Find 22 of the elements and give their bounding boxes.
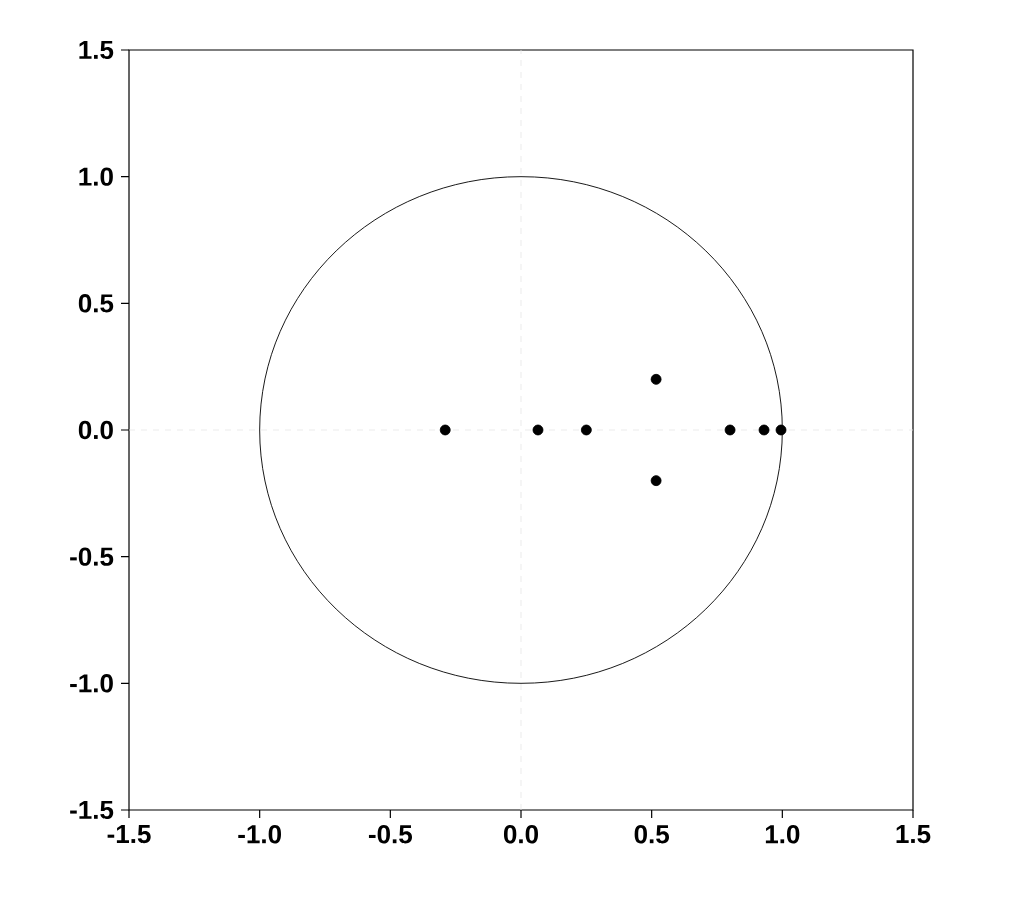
y-tick-label: -0.5 bbox=[70, 547, 114, 566]
x-tick-label: 0.0 bbox=[503, 825, 539, 844]
point bbox=[758, 424, 770, 436]
x-tick-label: -1.5 bbox=[107, 825, 151, 844]
x-tick-label: -1.0 bbox=[238, 825, 281, 844]
point bbox=[650, 373, 662, 385]
point bbox=[580, 424, 592, 436]
y-tick-label: 1.5 bbox=[79, 40, 114, 60]
y-tick-label: 1.0 bbox=[79, 167, 113, 186]
y-tick-label: -1.0 bbox=[70, 674, 113, 693]
point bbox=[775, 424, 787, 436]
point bbox=[439, 424, 451, 436]
point bbox=[650, 475, 662, 487]
y-tick-label: 0.5 bbox=[78, 294, 114, 313]
y-tick-label: 0.0 bbox=[78, 420, 113, 440]
y-tick-label: -1.5 bbox=[70, 800, 114, 820]
x-tick-label: 0.5 bbox=[634, 825, 670, 844]
x-tick-label: 1.0 bbox=[765, 825, 800, 844]
x-tick-label: 1.5 bbox=[896, 825, 931, 844]
point bbox=[532, 424, 544, 436]
x-tick-label: -0.5 bbox=[368, 825, 413, 844]
point bbox=[724, 424, 736, 436]
